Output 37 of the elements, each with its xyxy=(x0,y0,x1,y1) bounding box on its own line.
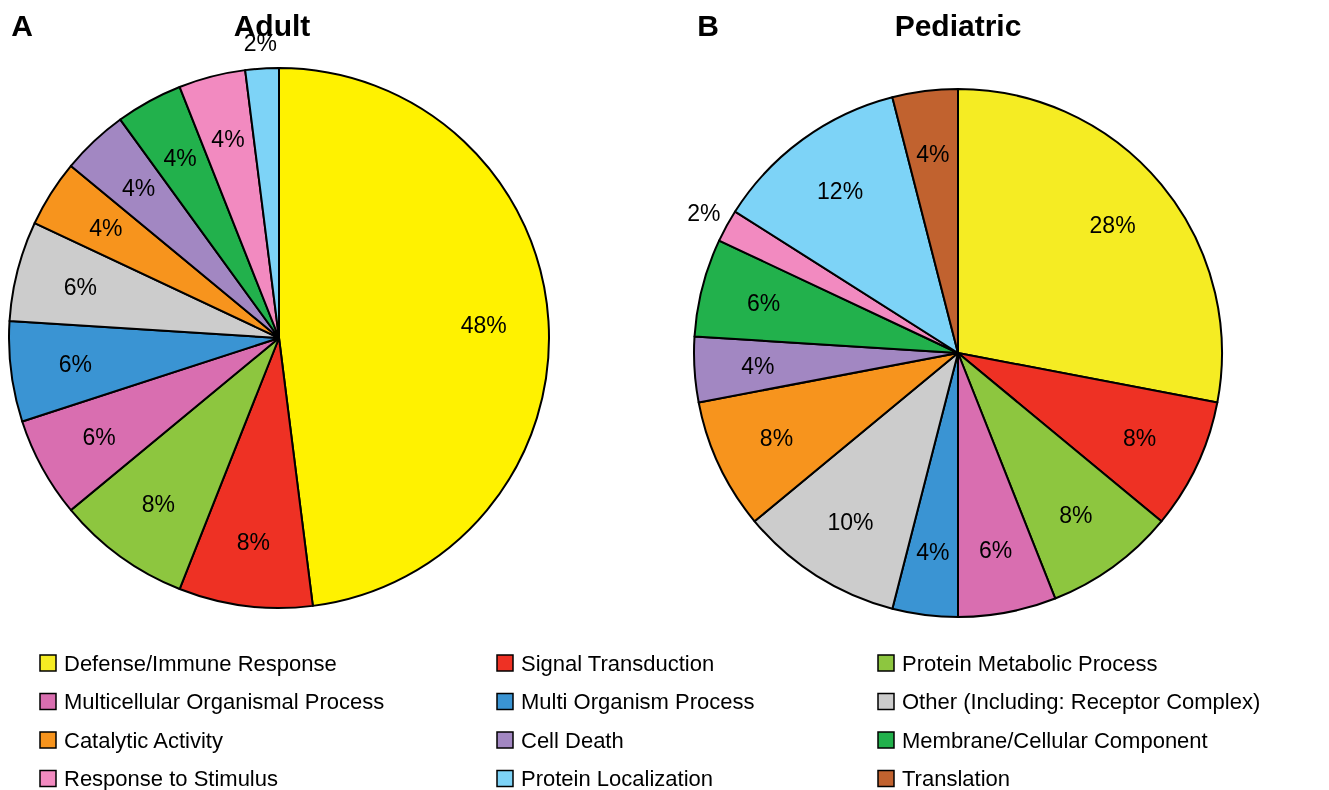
data-label: 28% xyxy=(1089,212,1136,239)
legend-label: Signal Transduction xyxy=(521,650,715,676)
legend-label: Protein Localization xyxy=(521,766,714,790)
text: A xyxy=(11,9,33,42)
data-label: 48% xyxy=(460,312,507,339)
legend-label: Multicellular Organismal Process xyxy=(64,689,385,715)
data-label: 8% xyxy=(1059,502,1093,529)
data-label: 4% xyxy=(163,145,197,172)
data-label: 6% xyxy=(58,350,93,377)
data-label: 6% xyxy=(63,274,97,301)
chart-title: Pediatric xyxy=(894,9,1022,42)
text: B xyxy=(697,9,719,42)
data-label: 8% xyxy=(236,528,270,555)
data-label: 6% xyxy=(82,423,116,450)
legend-label: Other (Including: Receptor Complex) xyxy=(902,689,1261,715)
data-label: 6% xyxy=(747,290,781,317)
legend-label: Translation xyxy=(902,766,1011,790)
legend-label: Membrane/Cellular Component xyxy=(902,727,1208,753)
legend-label: Catalytic Activity xyxy=(64,727,223,753)
data-label: 4% xyxy=(916,539,950,566)
data-label: 10% xyxy=(827,509,874,536)
data-label: 2% xyxy=(687,200,721,227)
legend-label: Cell Death xyxy=(521,727,624,753)
data-label: 4% xyxy=(121,175,156,202)
data-label: 8% xyxy=(1122,425,1157,452)
data-label: 12% xyxy=(817,177,864,204)
data-label: 4% xyxy=(916,140,950,167)
data-label: 8% xyxy=(141,491,176,518)
data-label: 4% xyxy=(741,352,775,379)
data-label: 4% xyxy=(211,126,245,153)
data-label: 6% xyxy=(978,537,1013,564)
legend-label: Response to Stimulus xyxy=(64,766,278,790)
legend-label: Defense/Immune Response xyxy=(64,650,337,676)
data-label: 4% xyxy=(89,215,123,242)
legend-label: Multi Organism Process xyxy=(521,689,755,715)
legend-label: Protein Metabolic Process xyxy=(902,650,1158,676)
data-label: 8% xyxy=(759,425,794,452)
